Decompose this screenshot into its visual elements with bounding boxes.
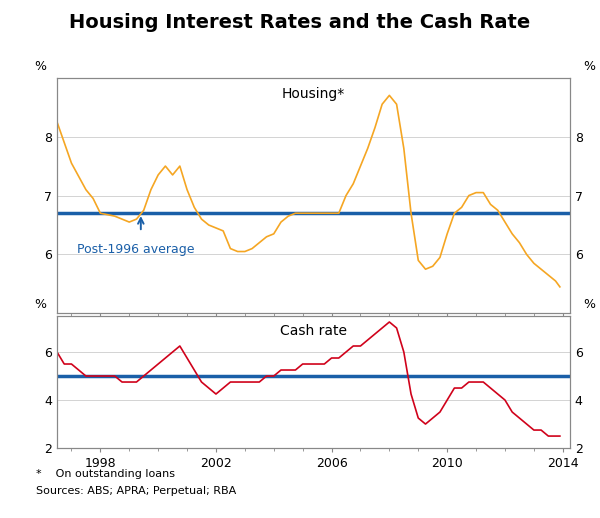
Text: Sources: ABS; APRA; Perpetual; RBA: Sources: ABS; APRA; Perpetual; RBA — [36, 486, 236, 496]
Text: %: % — [34, 298, 46, 311]
Text: %: % — [34, 60, 46, 73]
Text: %: % — [583, 60, 595, 73]
Text: %: % — [583, 298, 595, 311]
Text: *    On outstanding loans: * On outstanding loans — [36, 469, 175, 479]
Text: Housing*: Housing* — [282, 87, 345, 101]
Text: Cash rate: Cash rate — [280, 324, 347, 338]
Text: Housing Interest Rates and the Cash Rate: Housing Interest Rates and the Cash Rate — [70, 13, 530, 32]
Text: Post-1996 average: Post-1996 average — [77, 242, 195, 256]
